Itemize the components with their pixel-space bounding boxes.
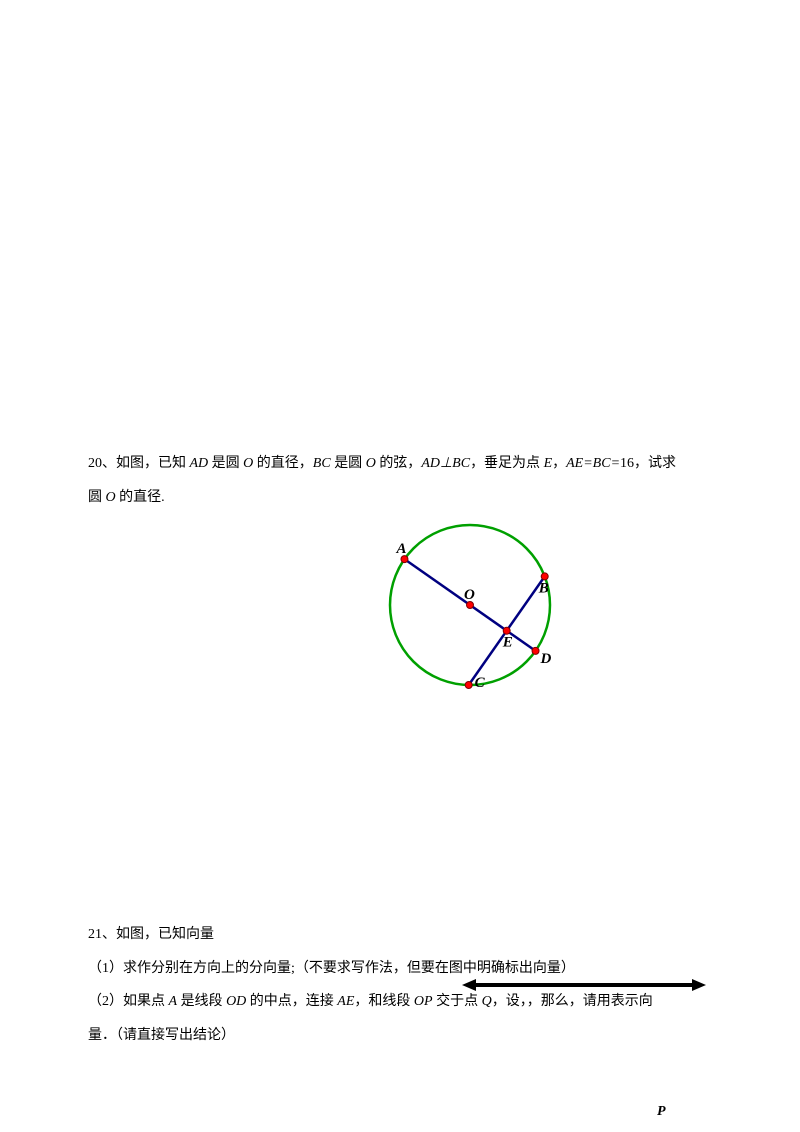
point-P-label: P — [657, 1095, 666, 1129]
q21-line1: 21、如图，已知向量 — [88, 918, 712, 952]
question-20: 20、如图，已知 AD 是圆 O 的直径，BC 是圆 O 的弦，AD⊥BC，垂足… — [88, 447, 712, 514]
q20-line1: 20、如图，已知 AD 是圆 O 的直径，BC 是圆 O 的弦，AD⊥BC，垂足… — [88, 447, 712, 481]
circle-diagram: A B C D E O — [375, 510, 585, 710]
svg-text:O: O — [464, 587, 475, 603]
double-arrow — [460, 977, 710, 993]
svg-text:A: A — [395, 541, 406, 557]
svg-text:B: B — [538, 580, 549, 596]
svg-text:E: E — [502, 635, 513, 651]
svg-text:D: D — [540, 651, 552, 667]
svg-text:C: C — [475, 675, 486, 691]
q21-line4: 量．（请直接写出结论） — [88, 1019, 712, 1053]
